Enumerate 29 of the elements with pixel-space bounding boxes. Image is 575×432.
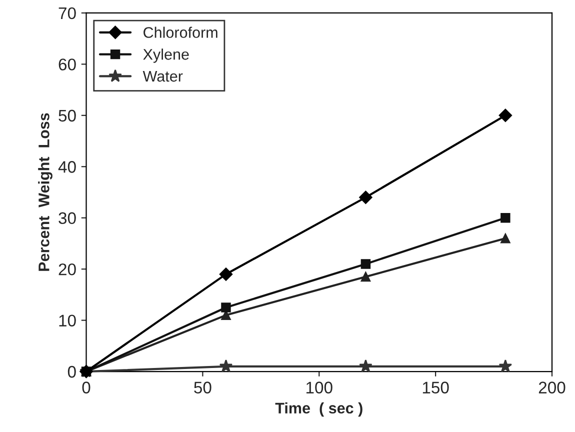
point	[360, 272, 371, 282]
y-tick-label: 0	[68, 366, 76, 378]
y-tick-label: 20	[58, 263, 76, 276]
legend-label: Xylene	[143, 48, 189, 63]
point	[360, 259, 371, 269]
y-tick-label: 60	[58, 58, 76, 70]
y-tick-label: 50	[58, 110, 76, 122]
point	[359, 359, 372, 372]
x-tick-label: 0	[82, 382, 90, 394]
point	[498, 108, 512, 122]
legend-label: Chloroform	[144, 26, 218, 38]
point	[219, 268, 233, 281]
x-axis-title: Time ( sec )	[275, 402, 362, 417]
x-tick-label: 200	[538, 382, 566, 394]
y-tick-label: 40	[58, 161, 76, 173]
x-tick-label: 150	[422, 382, 449, 394]
y-tick-label: 70	[58, 7, 76, 20]
point	[221, 302, 231, 312]
point	[359, 190, 372, 204]
point	[500, 212, 510, 223]
x-tick-label: 50	[194, 382, 212, 394]
legend-label: Water	[142, 71, 183, 82]
y-tick-label: 10	[59, 314, 76, 326]
point	[500, 233, 510, 244]
x-tick-label: 100	[306, 382, 332, 394]
y-tick-label: 30	[58, 212, 76, 224]
point	[498, 359, 512, 372]
y-axis-title: Percent Weight Loss	[38, 113, 52, 271]
point	[219, 359, 233, 372]
